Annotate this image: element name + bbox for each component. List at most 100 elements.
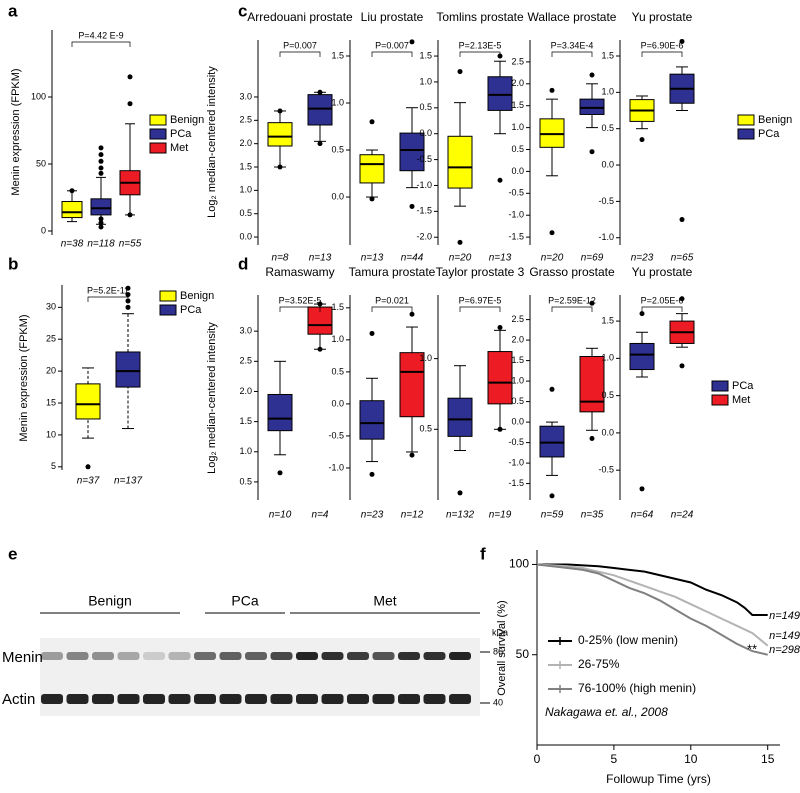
y-tick-label: 0.0 <box>331 398 344 408</box>
y-tick-label: 1.5 <box>511 355 524 365</box>
outlier <box>589 149 595 155</box>
p-value: P=3.34E-4 <box>551 40 594 50</box>
band <box>296 652 318 660</box>
y-tick-label: -0.5 <box>508 188 524 198</box>
band <box>270 694 293 704</box>
p-bracket <box>279 306 321 312</box>
outlier <box>127 74 133 80</box>
band <box>143 652 165 660</box>
legend-swatch <box>737 128 755 140</box>
p-value: P=0.007 <box>375 40 409 50</box>
n-label: n=35 <box>581 510 604 521</box>
y-tick-label: 0.0 <box>331 191 344 201</box>
box <box>579 356 605 413</box>
y-tick-label: 1.0 <box>511 375 524 385</box>
p-bracket <box>279 51 321 57</box>
p-value: P=2.59E-12 <box>548 295 596 305</box>
outlier <box>317 89 323 95</box>
y-tick-label: 1.5 <box>331 302 344 312</box>
annotation: Nakagawa et. al., 2008 <box>545 705 668 719</box>
n-label: n=20 <box>541 253 564 264</box>
outlier <box>369 471 375 477</box>
band <box>270 652 293 660</box>
y-tick-label: -1.5 <box>416 206 432 216</box>
y-tick-label: 1.5 <box>511 100 524 110</box>
legend-label: PCa <box>180 304 202 316</box>
legend-label: PCa <box>170 128 192 140</box>
box <box>75 383 101 420</box>
outlier <box>317 141 323 147</box>
n-label: n=38 <box>61 239 84 250</box>
n-label: n=24 <box>671 510 694 521</box>
y-tick-label: 1.0 <box>419 353 432 363</box>
group-label: Met <box>373 593 396 609</box>
y-tick-label: 0.5 <box>419 424 432 434</box>
p-value: P=6.90E-6 <box>641 40 684 50</box>
band <box>219 652 242 660</box>
y-tick-label: 0.0 <box>419 128 432 138</box>
y-tick-label: 0.5 <box>601 123 614 133</box>
survival-line <box>536 563 769 647</box>
y-tick-label: 2.5 <box>239 115 252 125</box>
legend-swatch <box>711 380 729 392</box>
outlier <box>549 386 555 392</box>
y-tick-label: 25 <box>46 334 56 344</box>
p-bracket <box>459 51 501 57</box>
outlier <box>409 39 415 45</box>
y-tick-label: 0.5 <box>239 208 252 218</box>
y-tick-label: -0.5 <box>416 154 432 164</box>
outlier <box>85 464 91 470</box>
x-tick-label: 15 <box>761 752 775 766</box>
chart-title: Arredouani prostate <box>247 10 353 24</box>
band <box>92 694 114 704</box>
y-tick-label: 1.5 <box>601 315 614 325</box>
outlier <box>639 311 645 317</box>
box <box>629 342 655 371</box>
y-tick-label: 2.5 <box>511 56 524 66</box>
n-label: n=65 <box>671 253 694 264</box>
box <box>267 393 293 432</box>
band <box>194 652 216 660</box>
x-tick-label: 10 <box>684 752 698 766</box>
panel-letter: d <box>238 254 248 273</box>
n-label: n=19 <box>489 510 512 521</box>
box <box>61 201 83 219</box>
box <box>399 132 425 172</box>
chart-title: Tamura prostate <box>349 265 436 279</box>
outlier <box>69 188 75 194</box>
y-tick-label: -0.5 <box>328 430 344 440</box>
y-tick-label: 100 <box>31 91 46 101</box>
outlier <box>98 158 104 164</box>
y-tick-label: -1.0 <box>328 462 344 472</box>
y-tick-label: -0.5 <box>508 437 524 447</box>
y-tick-label: 0.5 <box>419 102 432 112</box>
outlier <box>497 177 503 183</box>
panel-letter: c <box>238 1 247 20</box>
p-value: P=6.97E-5 <box>459 295 502 305</box>
box <box>539 118 565 148</box>
annotation: n=149 <box>769 630 800 642</box>
marker-label: 40 <box>493 697 503 707</box>
n-label: n=55 <box>119 239 142 250</box>
p-value: P=3.52E-5 <box>279 295 322 305</box>
y-tick-label: 1.5 <box>239 161 252 171</box>
y-tick-label: 20 <box>46 365 56 375</box>
outlier <box>639 137 645 143</box>
outlier <box>369 196 375 202</box>
n-label: n=13 <box>361 253 384 264</box>
outlier <box>125 285 131 291</box>
p-bracket <box>641 51 683 57</box>
legend-label: Met <box>732 394 750 406</box>
y-tick-label: 1.0 <box>239 446 252 456</box>
band <box>296 694 318 704</box>
y-tick-label: 1.0 <box>331 334 344 344</box>
panel-letter: a <box>8 1 18 20</box>
outlier <box>639 486 645 492</box>
y-tick-label: -2.0 <box>416 232 432 242</box>
n-label: n=37 <box>77 476 100 487</box>
legend-label: 76-100% (high menin) <box>578 681 696 695</box>
box <box>307 94 333 126</box>
panel-letter: e <box>8 544 17 563</box>
n-label: n=69 <box>581 253 604 264</box>
band <box>449 694 471 704</box>
